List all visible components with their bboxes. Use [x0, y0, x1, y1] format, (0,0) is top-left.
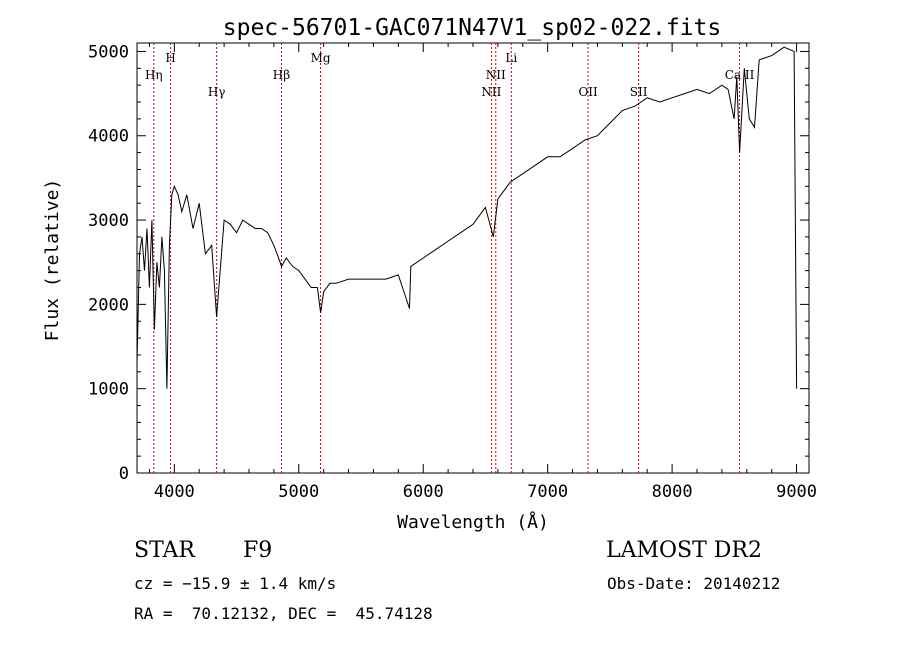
y-tick-label-4: 4000	[88, 127, 129, 147]
line-label-9: SII	[630, 85, 648, 99]
observation-date: Obs-Date: 20140212	[607, 574, 781, 593]
x-tick-label-3: 7000	[527, 482, 568, 502]
line-label-10: Ca II	[725, 68, 755, 82]
object-class: STAR	[134, 538, 195, 563]
line-label-6: NII	[486, 68, 506, 82]
line-label-2: Hγ	[208, 85, 226, 99]
line-label-7: Li	[505, 51, 517, 65]
line-label-0: Hη	[145, 68, 163, 82]
x-tick-label-1: 5000	[278, 482, 319, 502]
spectrum-line	[136, 46, 798, 389]
x-tick-label-2: 6000	[403, 482, 444, 502]
line-label-1: H	[165, 51, 175, 65]
chart-title: spec-56701-GAC071N47V1_sp02-022.fits	[223, 15, 722, 41]
plot-frame	[136, 42, 810, 474]
spectral-line-markers	[153, 43, 741, 473]
y-axis-ticks: 0 1000 2000 3000 4000 5000	[88, 42, 809, 484]
x-axis-ticks: 4000 5000 6000 7000 8000 9000	[148, 43, 817, 502]
line-label-3: Hβ	[273, 68, 290, 82]
y-tick-label-1: 1000	[88, 380, 129, 400]
coordinates: RA = 70.12132, DEC = 45.74128	[134, 604, 433, 623]
y-tick-label-3: 3000	[88, 211, 129, 231]
x-tick-label-4: 8000	[652, 482, 693, 502]
line-label-5: NII	[481, 85, 501, 99]
y-tick-label-2: 2000	[88, 295, 129, 315]
redshift-cz: cz = −15.9 ± 1.4 km/s	[134, 574, 337, 593]
x-tick-label-5: 9000	[776, 482, 817, 502]
y-axis-label: Flux (relative)	[42, 179, 63, 342]
x-tick-label-0: 4000	[154, 482, 195, 502]
line-label-8: OII	[578, 85, 598, 99]
object-subclass: F9	[243, 538, 273, 563]
survey-name: LAMOST DR2	[606, 538, 762, 563]
x-axis-label: Wavelength (Å)	[397, 511, 549, 533]
line-label-4: Mg	[311, 51, 331, 65]
y-tick-label-0: 0	[119, 464, 129, 484]
y-tick-label-5: 5000	[88, 42, 129, 62]
spectral-line-labels: HηH Hγ Hβ Mg NII NII Li OII SII Ca II	[145, 51, 755, 99]
